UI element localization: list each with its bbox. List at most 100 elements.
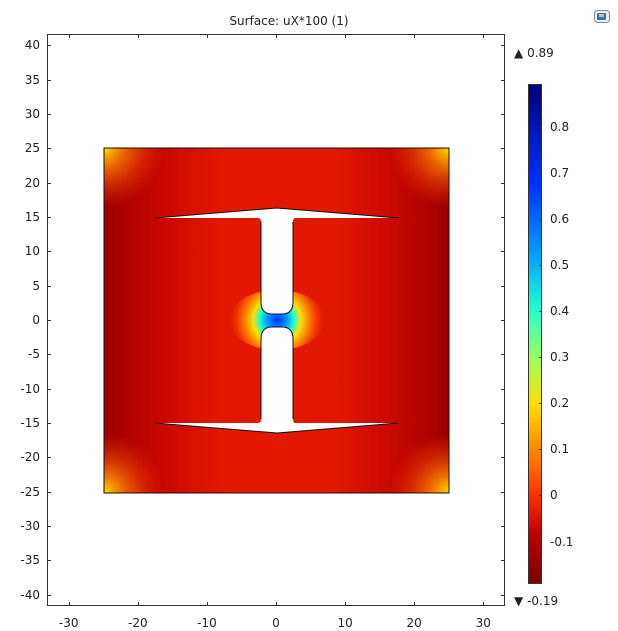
plot-title: Surface: uX*100 (1) [229,14,349,28]
y-tick-label: 35 [24,72,40,87]
x-tick-mark [137,602,139,606]
y-tick-mark [47,45,51,47]
colorbar-max: ▲ 0.89 [514,46,554,60]
y-tick-mark-right [501,457,505,459]
colorbar-tick-label: 0 [550,488,558,503]
y-tick-mark [47,594,51,596]
x-tick-mark-top [137,34,139,38]
y-tick-mark [47,148,51,150]
y-tick-mark [47,320,51,321]
x-tick-label: -20 [128,616,148,630]
y-tick-label: 20 [24,175,40,190]
y-tick-label: -5 [28,347,40,362]
y-tick-label: 5 [32,278,40,293]
x-tick-mark [68,602,70,606]
y-tick-mark-right [501,251,505,253]
y-tick-mark-right [501,423,505,424]
x-tick-mark [483,602,485,606]
x-tick-mark-top [414,34,416,38]
x-tick-mark-top [276,34,277,38]
x-tick-label: 10 [337,616,353,630]
y-tick-mark-right [501,216,505,218]
colorbar-tick-mark [539,403,542,405]
y-tick-label: 30 [24,106,40,121]
y-tick-mark [47,423,51,424]
y-tick-mark-right [501,148,505,150]
y-tick-mark [47,182,51,184]
x-tick-mark [276,602,277,606]
x-tick-mark [206,602,208,606]
y-tick-mark [47,560,51,562]
y-tick-mark-right [501,594,505,596]
y-tick-mark [47,457,51,459]
colorbar-tick-mark [539,126,542,128]
y-tick-label: -35 [20,553,40,568]
y-tick-mark-right [501,526,505,528]
y-tick-mark [47,251,51,253]
x-tick-label: 30 [475,616,491,630]
max-triangle-icon: ▲ [514,46,524,60]
colorbar-tick-label: 0.4 [550,303,570,318]
y-tick-mark-right [501,320,505,321]
colorbar-tick-label: 0.7 [550,165,570,180]
x-tick-label: 20 [406,616,422,630]
colorbar-tick-label: -0.1 [550,534,574,549]
colorbar-tick-label: 0.8 [550,119,570,134]
x-tick-mark-top [345,34,347,38]
y-tick-label: -20 [20,450,40,465]
colorbar-min: ▼ -0.19 [514,594,558,608]
y-tick-mark-right [501,560,505,562]
colorbar-tick-mark [539,449,542,451]
colorbar-tick-label: 0.6 [550,211,570,226]
x-tick-mark [414,602,416,606]
y-tick-label: -10 [20,381,40,396]
colorbar-tick-mark [539,310,542,312]
y-tick-mark-right [501,79,505,81]
x-tick-label: -30 [58,616,79,630]
colorbar-tick-label: 0.1 [550,442,570,457]
y-tick-label: 10 [24,244,40,259]
x-tick-label: -10 [197,616,217,630]
y-tick-mark [47,491,51,493]
colorbar-tick-mark [539,357,542,359]
x-tick-mark-top [483,34,485,38]
y-tick-mark [47,113,51,115]
y-tick-label: -25 [20,484,40,499]
camera-icon[interactable] [594,8,610,23]
min-triangle-icon: ▼ [514,594,524,608]
colorbar-tick-label: 0.5 [550,257,570,272]
y-tick-mark [47,216,51,218]
colorbar-tick-label: 0.3 [550,350,570,365]
x-tick-label: 0 [272,616,280,630]
y-tick-mark [47,285,51,287]
x-tick-mark [345,602,347,606]
y-tick-label: 25 [24,141,40,156]
y-tick-mark-right [501,354,505,356]
colorbar-tick-mark [539,172,542,174]
y-tick-label: 15 [24,209,40,224]
y-tick-mark-right [501,45,505,47]
y-tick-label: -40 [20,587,40,602]
y-tick-label: 0 [32,313,40,327]
x-tick-mark-top [206,34,208,38]
y-tick-mark [47,354,51,356]
y-tick-mark-right [501,182,505,184]
y-tick-mark-right [501,388,505,390]
y-tick-mark-right [501,285,505,287]
colorbar-min-label: -0.19 [527,594,559,608]
y-tick-label: -30 [20,519,40,534]
y-tick-mark-right [501,113,505,115]
colorbar-tick-mark [539,264,542,266]
colorbar-tick-mark [539,495,542,497]
y-tick-mark [47,388,51,390]
y-tick-label: -15 [20,416,40,430]
colorbar-max-label: 0.89 [527,46,554,60]
y-tick-mark [47,526,51,528]
stress-hotspot [229,290,325,350]
colorbar-tick-mark [539,541,542,543]
x-tick-mark-top [68,34,70,38]
y-tick-mark [47,79,51,81]
colorbar-tick-label: 0.2 [550,396,570,411]
y-tick-label: 40 [24,38,40,53]
